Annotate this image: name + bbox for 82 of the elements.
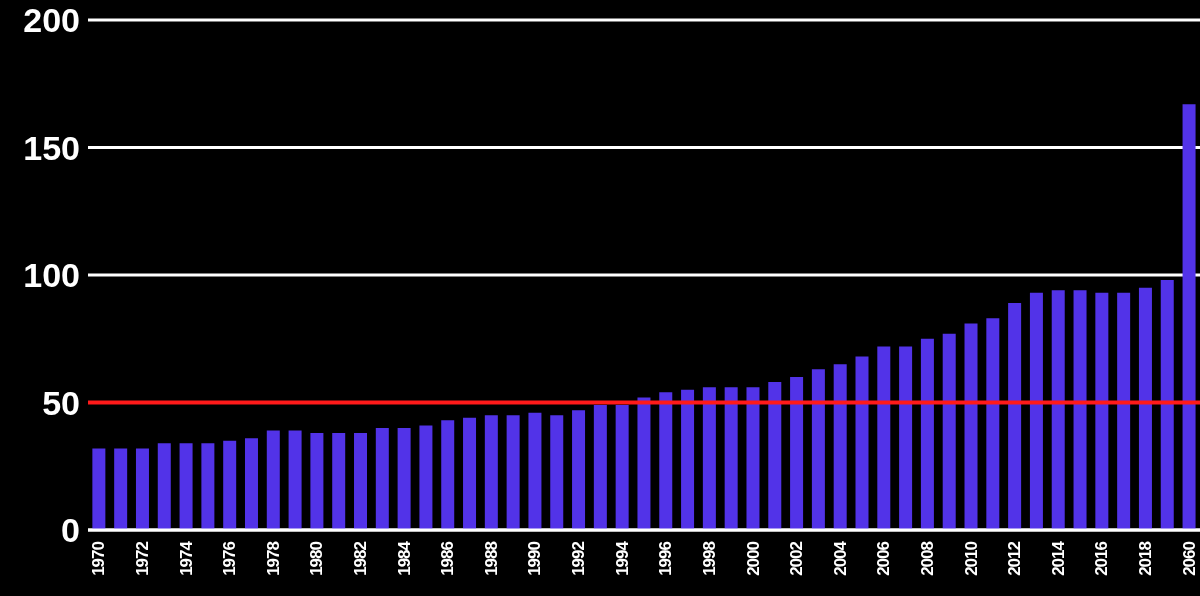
x-tick-label: 1998	[699, 541, 719, 576]
bar	[244, 438, 258, 530]
x-tick-label: 2004	[830, 540, 850, 576]
x-tick-label: 2006	[874, 541, 894, 576]
bar	[310, 433, 324, 530]
bar	[332, 433, 346, 530]
bar	[201, 443, 215, 530]
x-tick-label: 1986	[438, 541, 458, 576]
x-tick-label: 2012	[1005, 541, 1025, 576]
bar	[942, 333, 956, 530]
bar	[790, 377, 804, 530]
bar	[1051, 290, 1065, 530]
bar	[1073, 290, 1087, 530]
x-tick-label: 1982	[351, 541, 371, 576]
bar	[746, 387, 760, 530]
x-tick-label: 1994	[612, 540, 632, 576]
x-tick-label: 2016	[1092, 541, 1112, 576]
bar	[899, 346, 913, 530]
bar	[354, 433, 368, 530]
bar	[811, 369, 825, 530]
x-tick-label: 1992	[569, 541, 589, 576]
bar	[157, 443, 171, 530]
x-tick-label: 2018	[1135, 541, 1155, 576]
bar	[964, 323, 978, 530]
y-tick-label: 0	[61, 511, 80, 550]
bar	[833, 364, 847, 530]
bar	[419, 425, 433, 530]
bar	[550, 415, 564, 530]
bar	[702, 387, 716, 530]
bar	[855, 356, 869, 530]
bar	[986, 318, 1000, 530]
x-tick-label: 1972	[133, 541, 153, 576]
bar	[135, 448, 149, 530]
bar	[1138, 287, 1152, 530]
x-tick-label: 2060	[1179, 541, 1199, 576]
bar	[179, 443, 193, 530]
bar	[1182, 104, 1196, 530]
bar	[681, 389, 695, 530]
x-tick-label: 2000	[743, 541, 763, 576]
bar	[1008, 303, 1022, 530]
x-tick-label: 2014	[1048, 540, 1068, 576]
bar	[484, 415, 498, 530]
bar	[463, 417, 477, 530]
x-tick-label: 1974	[176, 540, 196, 576]
y-tick-label: 200	[23, 1, 80, 40]
bar	[659, 392, 673, 530]
x-tick-label: 2002	[787, 541, 807, 576]
y-tick-label: 50	[42, 383, 80, 422]
bar	[223, 440, 237, 530]
bar	[1160, 280, 1174, 530]
bar	[441, 420, 455, 530]
x-tick-label: 2008	[917, 541, 937, 576]
bar	[1095, 292, 1109, 530]
bar	[1029, 292, 1043, 530]
bar	[1117, 292, 1131, 530]
bar	[615, 405, 629, 530]
bar	[920, 338, 934, 530]
bar	[528, 412, 542, 530]
bar	[397, 428, 411, 530]
y-tick-label: 150	[23, 128, 80, 167]
bar	[266, 430, 280, 530]
x-tick-label: 1978	[263, 541, 283, 576]
bar	[92, 448, 106, 530]
bar	[572, 410, 586, 530]
bar	[506, 415, 520, 530]
x-tick-label: 1976	[220, 541, 240, 576]
x-tick-label: 1970	[89, 541, 109, 576]
x-tick-label: 1990	[525, 541, 545, 576]
bar	[724, 387, 738, 530]
bar	[877, 346, 891, 530]
x-tick-label: 1980	[307, 541, 327, 576]
y-tick-label: 100	[23, 256, 80, 295]
x-tick-label: 1984	[394, 540, 414, 576]
bar	[593, 405, 607, 530]
bar	[637, 397, 651, 530]
bar	[288, 430, 302, 530]
x-tick-label: 1988	[481, 541, 501, 576]
x-tick-label: 1996	[656, 541, 676, 576]
x-tick-label: 2010	[961, 541, 981, 576]
bar	[768, 382, 782, 530]
bar	[114, 448, 128, 530]
bar	[375, 428, 389, 530]
